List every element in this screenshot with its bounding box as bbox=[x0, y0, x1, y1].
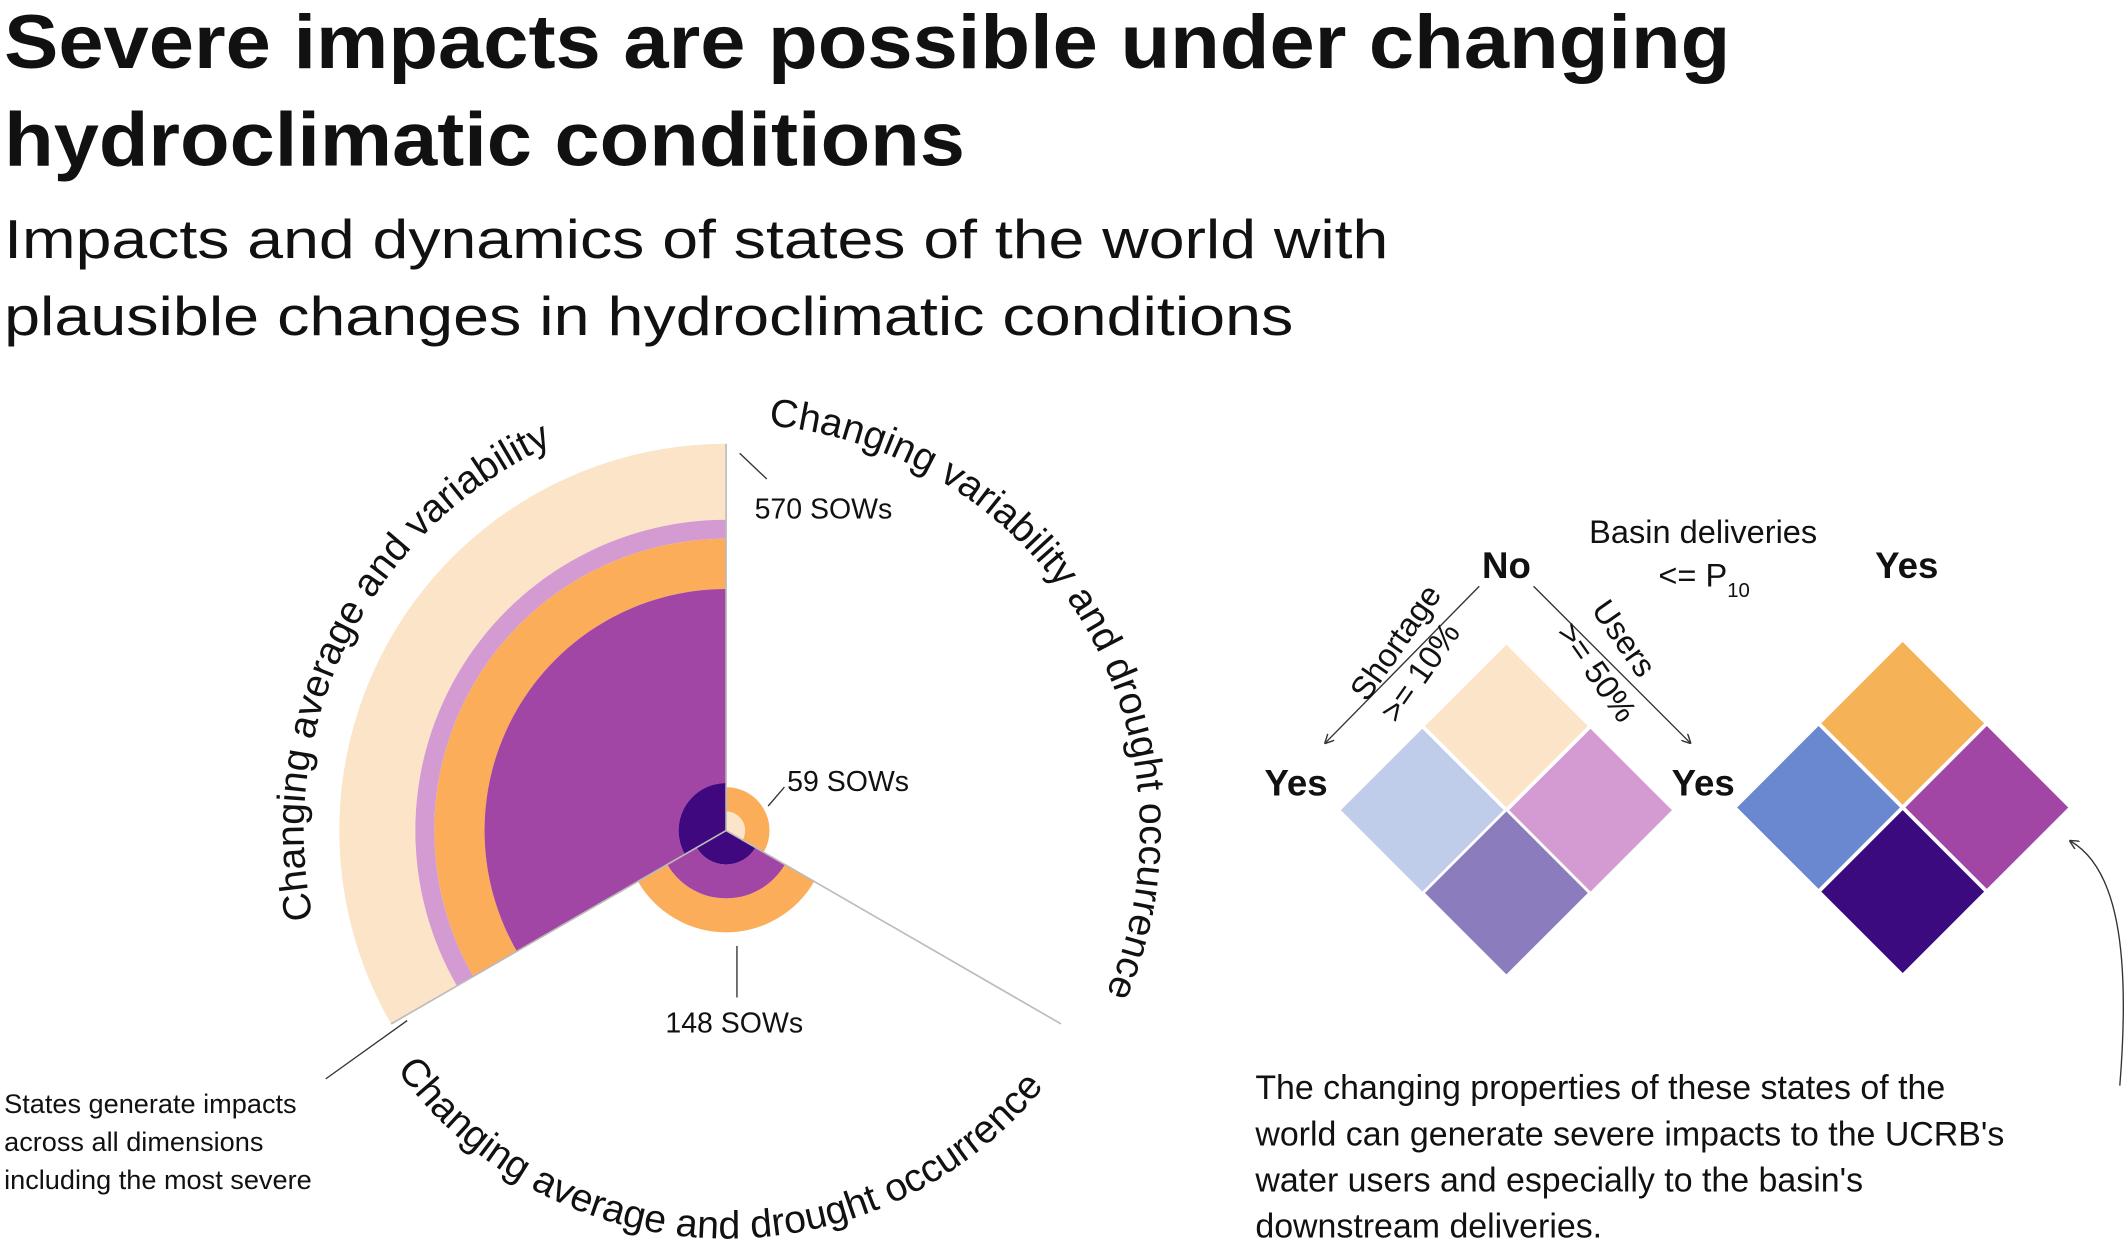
legend-cell bbox=[1821, 810, 1985, 974]
subtitle: Impacts and dynamics of states of the wo… bbox=[4, 209, 1388, 270]
legend-cell bbox=[1905, 726, 2069, 889]
legend-cell bbox=[1737, 726, 1900, 889]
arrow bbox=[1326, 585, 1480, 742]
legend-no: No bbox=[1482, 545, 1531, 586]
sector-ring bbox=[339, 443, 727, 1024]
caption: water users and especially to the basin'… bbox=[1254, 1162, 1863, 1200]
note: including the most severe bbox=[4, 1164, 312, 1195]
sector-label: Changing average and drought occurrence bbox=[389, 1048, 1051, 1247]
sector-ring bbox=[415, 519, 727, 986]
caption: downstream deliveries. bbox=[1255, 1208, 1602, 1246]
legend-yes: Yes bbox=[1672, 762, 1735, 803]
sector-label: Changing variability and drought occurre… bbox=[767, 391, 1175, 1007]
sector-ring bbox=[637, 864, 815, 933]
legend-yes: Yes bbox=[1875, 545, 1938, 586]
legend-cell bbox=[1424, 811, 1588, 975]
legend-yes: Yes bbox=[1264, 762, 1327, 803]
legend-threshold: <= P10 bbox=[1658, 557, 1749, 602]
legend-cell bbox=[1509, 728, 1672, 892]
note: across all dimensions bbox=[4, 1126, 263, 1157]
threshold: <= P bbox=[1658, 557, 1727, 593]
sow-count: 148 SOWs bbox=[665, 1008, 803, 1040]
sector-ring bbox=[726, 787, 770, 853]
leader-line bbox=[325, 1019, 408, 1080]
legend-title: Basin deliveries bbox=[1589, 514, 1817, 550]
title: hydroclimatic conditions bbox=[4, 98, 965, 183]
caption: The changing properties of these states … bbox=[1255, 1069, 1945, 1107]
sector-ring bbox=[484, 588, 727, 952]
sector-label: Changing average and drought occurrence bbox=[389, 1048, 1051, 1247]
title: Severe impacts are possible under changi… bbox=[4, 0, 1730, 85]
sector-label: Changing variability and drought occurre… bbox=[767, 391, 1175, 1007]
sector-ring bbox=[667, 847, 785, 899]
threshold-subscript: 10 bbox=[1727, 580, 1750, 602]
leader-line bbox=[767, 786, 785, 807]
arrow bbox=[2071, 841, 2124, 1086]
note: States generate impacts bbox=[4, 1088, 297, 1119]
caption: world can generate severe impacts to the… bbox=[1254, 1115, 2004, 1153]
subtitle: plausible changes in hydroclimatic condi… bbox=[4, 286, 1293, 347]
leader-line bbox=[739, 452, 768, 480]
sector-ring bbox=[434, 538, 727, 977]
sow-count: 59 SOWs bbox=[787, 766, 909, 798]
sector-edge bbox=[725, 829, 1062, 1025]
sow-count: 570 SOWs bbox=[755, 493, 893, 525]
sector-edge bbox=[390, 829, 727, 1025]
arrow bbox=[1533, 585, 1690, 742]
